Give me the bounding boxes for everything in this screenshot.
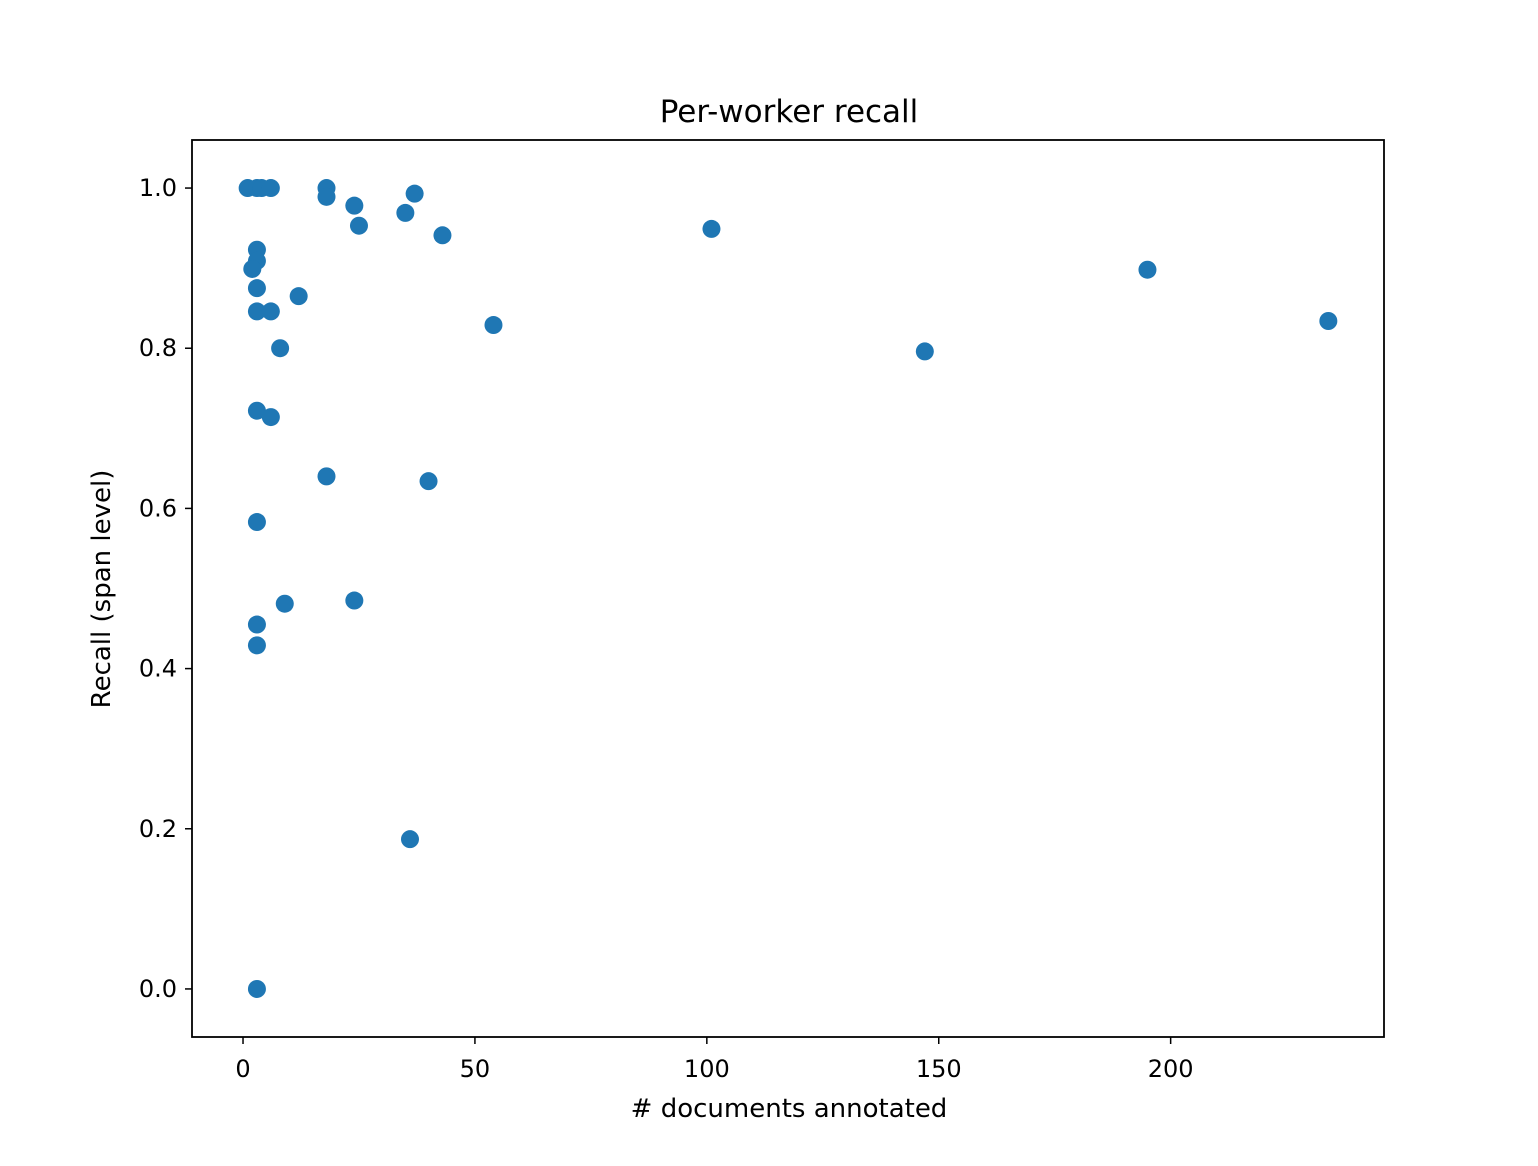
data-point [247,636,266,655]
data-point [396,203,415,222]
data-point [345,591,364,610]
y-axis-ticks: 0.0 0.2 0.4 0.6 0.8 1.0 [139,174,192,1003]
data-point [915,342,934,361]
data-point [405,184,424,203]
data-point [261,179,280,198]
data-point [247,979,266,998]
data-point [275,594,294,613]
y-axis-label: Recall (span level) [87,470,117,709]
y-tick-label: 1.0 [139,174,177,202]
x-tick-label: 200 [1148,1055,1194,1083]
y-tick-label: 0.2 [139,815,177,843]
y-tick-label: 0.8 [139,334,177,362]
data-point [484,316,503,335]
data-point [317,467,336,486]
data-point [1138,260,1157,279]
data-point [345,196,364,215]
x-tick-label: 50 [460,1055,491,1083]
data-point [419,472,438,491]
x-tick-label: 100 [684,1055,730,1083]
data-point [261,408,280,427]
points-layer [238,179,1338,998]
data-point [317,187,336,206]
data-point [247,615,266,634]
y-tick-label: 0.4 [139,655,177,683]
data-point [247,401,266,420]
data-point [247,279,266,298]
data-point [271,339,290,358]
x-axis-label: # documents annotated [631,1094,948,1124]
data-point [247,513,266,532]
data-point [243,259,262,278]
y-tick-label: 0.6 [139,494,177,522]
data-point [400,830,419,849]
chart-title: Per-worker recall [660,94,919,130]
x-axis-ticks: 0 50 100 150 200 [235,1037,1194,1083]
x-tick-label: 150 [916,1055,962,1083]
x-tick-label: 0 [235,1055,250,1083]
data-point [433,226,452,245]
data-point [349,216,368,235]
data-point [247,302,266,321]
data-point [702,219,721,238]
data-point [1319,312,1338,331]
data-point [261,302,280,321]
plot-frame [191,139,1385,1038]
y-tick-label: 0.0 [139,975,177,1003]
data-point [289,287,308,306]
